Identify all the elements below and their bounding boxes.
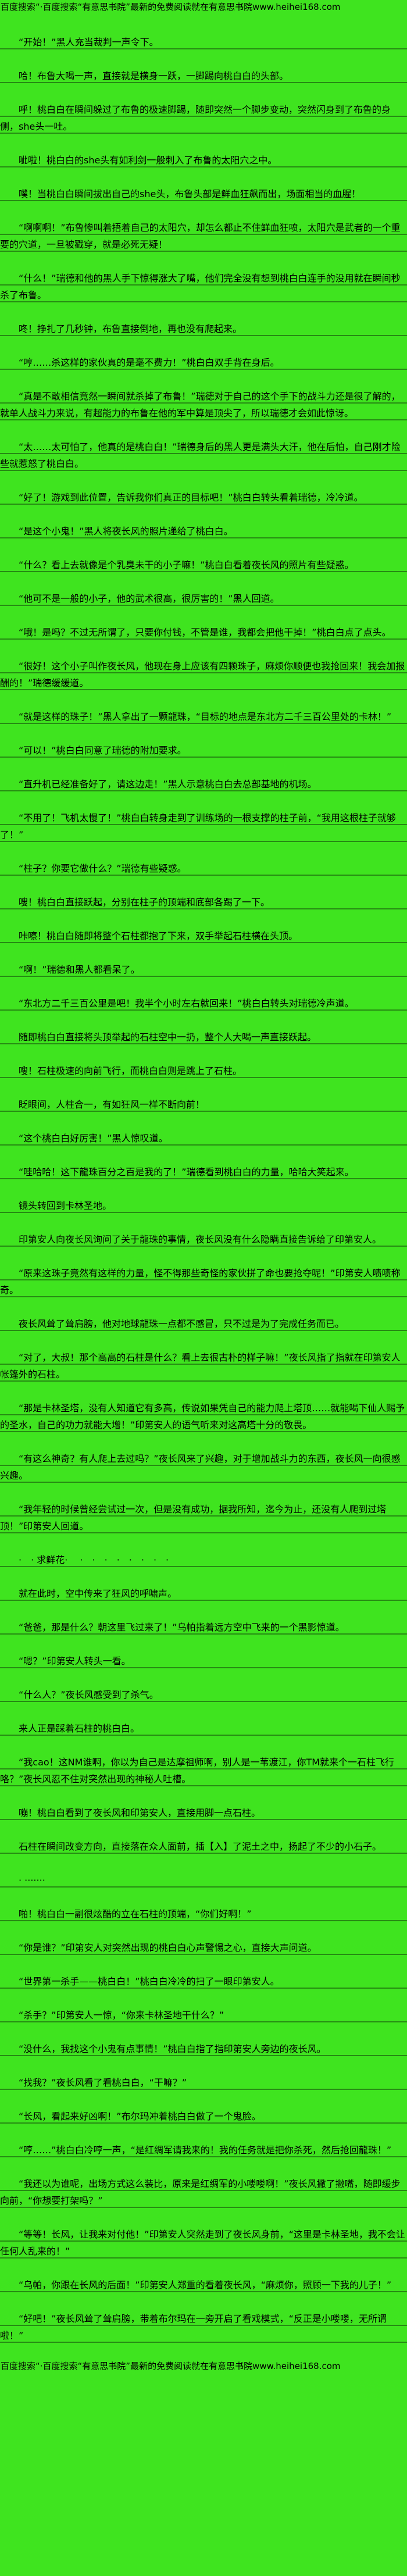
novel-paragraph: 镜头转回到卡林圣地。 [0, 1197, 407, 1214]
novel-paragraph: “太……太可怕了，他真的是桃白白！”瑞德身后的黑人更是满头大汗，他在后怕，自己刚… [0, 438, 407, 472]
novel-paragraph: “我还以为谁呢，出场方式这么装比，原来是红绸军的小喽喽啊！”夜长风撇了撇嘴，随即… [0, 2175, 407, 2209]
novel-paragraph: 嗖！石柱极速的向前飞行，而桃白白则是跳上了石柱。 [0, 1062, 407, 1079]
novel-paragraph: · · 求鲜花· · · · · · · · · [0, 1551, 407, 1568]
novel-paragraph: 夜长风耸了耸肩膀，他对地球龍珠一点都不感冒，只不过是为了完成任务而已。 [0, 1315, 407, 1332]
novel-paragraph: “真是不敢相信竟然一瞬间就杀掉了布鲁！”瑞德对于自己的这个手下的战斗力还是很了解… [0, 388, 407, 422]
novel-paragraph: 石柱在瞬间改变方向，直接落在众人面前，插【入】了泥土之中，扬起了不少的小石子。 [0, 1838, 407, 1855]
novel-paragraph: “不用了！飞机太慢了！”桃白白转身走到了训练场的一根支撑的柱子前，“我用这根柱子… [0, 809, 407, 843]
novel-paragraph: · ······· [0, 1872, 407, 1889]
novel-paragraph: “很好！这个小子叫作夜长风，他现在身上应该有四颗珠子，麻烦你顺便也我抢回来！我会… [0, 658, 407, 691]
novel-paragraph: “什么！”瑞德和他的黑人手下惊得涨大了嘴，他们完全没有想到桃白白连手的没用就在瞬… [0, 270, 407, 304]
novel-paragraph: “没什么，我找这个小鬼有点事情！”桃白白指了指印第安人旁边的夜长风。 [0, 2040, 407, 2057]
novel-paragraph: “柱子？你要它做什么？”瑞德有些疑惑。 [0, 860, 407, 877]
novel-paragraph: “那是卡林圣塔，没有人知道它有多高，传说如果凭自己的能力爬上塔顶……就能喝下仙人… [0, 1400, 407, 1433]
novel-paragraph: “哇哈哈！这下龍珠百分之百是我的了！”瑞德看到桃白白的力量，哈哈大笑起来。 [0, 1164, 407, 1180]
novel-paragraph: “原来这珠子竟然有这样的力量，怪不得那些奇怪的家伙拼了命也要抢夺呢！”印第安人啧… [0, 1265, 407, 1298]
novel-paragraph: 咔嚓！桃白白随即将整个石柱都抱了下来，双手举起石柱横在头顶。 [0, 927, 407, 944]
novel-paragraph: “哼……”桃白白冷哼一声，“是红绸军请我来的！我的任务就是把你杀死，然后抢回龍珠… [0, 2142, 407, 2158]
novel-paragraph: 哈！布鲁大喝一声，直接就是横身一跃，一脚踢向桃白白的头部。 [0, 67, 407, 84]
novel-paragraph: 咚！挣扎了几秒钟，布鲁直接倒地，再也没有爬起来。 [0, 320, 407, 337]
promo-header-text: 百度搜索“·百度搜索“有意思书院”最新的免费阅读就在有意思书院www.heihe… [1, 2, 341, 12]
novel-paragraph: 嘣！桃白白看到了夜长风和印第安人，直接用脚一点石柱。 [0, 1804, 407, 1821]
novel-paragraph: “爸爸，那是什么？朝这里飞过来了！”乌帕指着远方空中飞来的一个黑影惊道。 [0, 1619, 407, 1636]
novel-paragraph: “好吧！”夜长风耸了耸肩膀，带着布尔玛在一旁开启了看戏模式，“反正是小喽喽，无所… [0, 2310, 407, 2344]
novel-paragraph: 噗！当桃白白瞬间拔出自己的she头，布鲁头部是鲜血狂飙而出，场面相当的血腥！ [0, 185, 407, 202]
novel-paragraph: “直升机已经准备好了，请这边走！”黑人示意桃白白去总部基地的机场。 [0, 776, 407, 793]
novel-paragraph: “你是谁？”印第安人对突然出现的桃白白心声警惕之心，直接大声问道。 [0, 1939, 407, 1956]
novel-text-body: “开始！”黑人充当裁判一声令下。 哈！布鲁大喝一声，直接就是横身一跃，一脚踢向桃白… [0, 34, 407, 2344]
novel-paragraph: 呲啦！桃白白的she头有如利剑一般刺入了布鲁的太阳穴之中。 [0, 152, 407, 169]
novel-paragraph: “嗯？”印第安人转头一看。 [0, 1653, 407, 1669]
novel-paragraph: 印第安人向夜长风询问了关于龍珠的事情，夜长风没有什么隐瞒直接告诉给了印第安人。 [0, 1231, 407, 1248]
novel-paragraph: “什么人？”夜长风感受到了杀气。 [0, 1686, 407, 1703]
novel-paragraph: “等等！长风，让我来对付他！”印第安人突然走到了夜长风身前，“这里是卡林圣地，我… [0, 2226, 407, 2260]
novel-paragraph: “找我？”夜长风看了看桃白白，“干嘛？” [0, 2074, 407, 2091]
novel-paragraph: 呼！桃白白在瞬间躲过了布鲁的极速脚踢，随即突然一个脚步变动，突然闪身到了布鲁的身… [0, 101, 407, 135]
promo-footer-text: 百度搜索“·百度搜索“有意思书院”最新的免费阅读就在有意思书院www.heihe… [1, 2361, 341, 2371]
novel-paragraph: “可以！”桃白白同意了瑞德的附加要求。 [0, 742, 407, 759]
novel-paragraph: “杀手？”印第安人一惊，“你来卡林圣地干什么？” [0, 2007, 407, 2024]
novel-paragraph: “他可不是一般的小子，他的武术很高，很厉害的！”黑人回道。 [0, 590, 407, 607]
novel-paragraph: “乌帕，你跟在长风的后面！”印第安人郑重的看着夜长风，“麻烦你，照顾一下我的儿子… [0, 2277, 407, 2293]
novel-paragraph: “对了，大叔！那个高高的石柱是什么？看上去很古朴的样子嘛！”夜长风指了指就在印第… [0, 1349, 407, 1383]
novel-paragraph: 就在此时，空中传来了狂风的呼啸声。 [0, 1585, 407, 1602]
novel-reader-page: { "page": { "background_color": "#3fe41f… [0, 2, 407, 2371]
novel-paragraph: “好了！游戏到此位置，告诉我你们真正的目标吧！”桃白白转头看着瑞德，冷冷道。 [0, 489, 407, 506]
novel-paragraph: “东北方二千三百公里是吧！我半个小时左右就回来！”桃白白转头对瑞德冷声道。 [0, 995, 407, 1012]
novel-paragraph: 眨眼间，人柱合一，有如狂风一样不断向前！ [0, 1096, 407, 1113]
novel-paragraph: 来人正是踩着石柱的桃白白。 [0, 1720, 407, 1737]
novel-paragraph: “是这个小鬼！”黑人将夜长风的照片递给了桃白白。 [0, 523, 407, 540]
novel-paragraph: “哦！是吗？不过无所谓了，只要你付钱，不管是谁，我都会把他干掉！”桃白白点了点头… [0, 624, 407, 641]
novel-paragraph: “我cao！这NM谁啊，你以为自己是达摩祖师啊，别人是一苇渡江，你TM就来个一石… [0, 1754, 407, 1787]
novel-paragraph: “哼……杀这样的家伙真的是毫不费力！”桃白白双手背在身后。 [0, 354, 407, 371]
novel-paragraph: “就是这样的珠子！”黑人拿出了一颗龍珠，“目标的地点是东北方二千三百公里处的卡林… [0, 708, 407, 725]
novel-paragraph: “我年轻的时候曾经尝试过一次，但是没有成功，据我所知，迄今为止，还没有人爬到过塔… [0, 1501, 407, 1535]
novel-paragraph: 随即桃白白直接将头顶举起的石柱空中一扔，整个人大喝一声直接跃起。 [0, 1029, 407, 1046]
novel-paragraph: “什么？看上去就像是个乳臭未干的小子嘛！”桃白白看着夜长风的照片有些疑惑。 [0, 556, 407, 573]
novel-paragraph: “开始！”黑人充当裁判一声令下。 [0, 34, 407, 51]
novel-paragraph: 啪！桃白白一副很炫酷的立在石柱的顶端，“你们好啊！” [0, 1906, 407, 1922]
novel-paragraph: 嗖！桃白白直接跃起，分别在柱子的顶端和底部各踢了一下。 [0, 894, 407, 911]
novel-paragraph: “有这么神奇？有人爬上去过吗？”夜长风来了兴趣，对于增加战斗力的东西，夜长风一向… [0, 1450, 407, 1484]
novel-paragraph: “这个桃白白好厉害！”黑人惊叹道。 [0, 1130, 407, 1147]
novel-paragraph: “世界第一杀手——桃白白！”桃白白冷冷的扫了一眼印第安人。 [0, 1973, 407, 1990]
novel-paragraph: “啊啊啊！”布鲁惨叫着捂着自己的太阳穴，却怎么都止不住鲜血狂喷，太阳穴是武者的一… [0, 219, 407, 253]
novel-paragraph: “长风，看起来好凶啊！”布尔玛冲着桃白白做了一个鬼脸。 [0, 2108, 407, 2125]
novel-paragraph: “啊！”瑞德和黑人都看呆了。 [0, 961, 407, 978]
